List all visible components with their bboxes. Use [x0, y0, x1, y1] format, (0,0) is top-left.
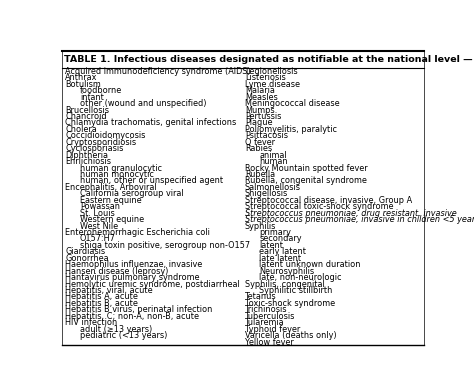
Text: Ehrlichiosis: Ehrlichiosis	[65, 157, 111, 166]
Text: Streptococcal disease, invasive, Group A: Streptococcal disease, invasive, Group A	[245, 196, 412, 205]
Text: Syphilis, congenital: Syphilis, congenital	[245, 279, 325, 289]
Text: infant: infant	[80, 93, 104, 102]
Text: late latent: late latent	[259, 254, 301, 263]
Text: Western equine: Western equine	[80, 215, 144, 224]
Text: Hantavirus pulmonary syndrome: Hantavirus pulmonary syndrome	[65, 273, 200, 282]
Text: Streptococcal toxic-shock syndrome: Streptococcal toxic-shock syndrome	[245, 202, 393, 211]
Text: Brucellosis: Brucellosis	[65, 105, 109, 114]
Text: Legionellosis: Legionellosis	[245, 67, 297, 76]
Text: Measles: Measles	[245, 93, 277, 102]
Text: animal: animal	[259, 151, 287, 160]
Text: Malaria: Malaria	[245, 86, 274, 95]
Text: shiga toxin positive, serogroup non-O157: shiga toxin positive, serogroup non-O157	[80, 241, 250, 250]
Text: California serogroup viral: California serogroup viral	[80, 189, 183, 198]
Text: Chlamydia trachomatis, genital infections: Chlamydia trachomatis, genital infection…	[65, 118, 237, 127]
Text: Hepatitis B virus, perinatal infection: Hepatitis B virus, perinatal infection	[65, 305, 212, 314]
Text: Cyclosporiasis: Cyclosporiasis	[65, 144, 124, 153]
Text: Tularemia: Tularemia	[245, 318, 284, 327]
Text: Diphtheria: Diphtheria	[65, 151, 108, 160]
Text: Hepatitis B, acute: Hepatitis B, acute	[65, 299, 138, 308]
Text: Acquired immunodeficiency syndrome (AIDS): Acquired immunodeficiency syndrome (AIDS…	[65, 67, 251, 76]
Text: Rocky Mountain spotted fever: Rocky Mountain spotted fever	[245, 163, 367, 172]
Text: pediatric (<13 years): pediatric (<13 years)	[80, 331, 167, 340]
Text: Salmonellosis: Salmonellosis	[245, 183, 301, 192]
Text: secondary: secondary	[259, 234, 302, 243]
Text: foodborne: foodborne	[80, 86, 122, 95]
Text: latent unknown duration: latent unknown duration	[259, 260, 361, 269]
Text: Rabies: Rabies	[245, 144, 272, 153]
Text: Hansen disease (leprosy): Hansen disease (leprosy)	[65, 267, 168, 276]
Text: West Nile: West Nile	[80, 221, 118, 230]
Text: Shigellosis: Shigellosis	[245, 189, 288, 198]
Text: TABLE 1. Infectious diseases designated as notifiable at the national level — Un: TABLE 1. Infectious diseases designated …	[64, 55, 474, 64]
Text: adult (≥13 years): adult (≥13 years)	[80, 325, 152, 334]
Text: St. Louis: St. Louis	[80, 209, 115, 218]
Text: Streptococcus pneumoniae, drug resistant, invasive: Streptococcus pneumoniae, drug resistant…	[245, 209, 456, 218]
Text: Syphilitic stillbirth: Syphilitic stillbirth	[259, 286, 333, 295]
Text: Meningococcal disease: Meningococcal disease	[245, 99, 339, 108]
Text: human: human	[259, 157, 288, 166]
Text: Hepatitis A, acute: Hepatitis A, acute	[65, 292, 138, 301]
Text: latent: latent	[259, 241, 283, 250]
Text: early latent: early latent	[259, 247, 307, 256]
Text: Hepatitis, C; non-A, non-B, acute: Hepatitis, C; non-A, non-B, acute	[65, 312, 199, 321]
Text: Powassan: Powassan	[80, 202, 120, 211]
Text: human granulocytic: human granulocytic	[80, 163, 162, 172]
Text: Coccidioidomycosis: Coccidioidomycosis	[65, 131, 146, 140]
Text: Cholera: Cholera	[65, 125, 97, 134]
Text: Botulism: Botulism	[65, 80, 101, 89]
Text: Tuberculosis: Tuberculosis	[245, 312, 295, 321]
Text: Q fever: Q fever	[245, 138, 275, 147]
Text: Enterohemorrhagic Escherichia coli: Enterohemorrhagic Escherichia coli	[65, 228, 210, 237]
Text: Syphilis: Syphilis	[245, 221, 276, 230]
Text: Cryptosporidiosis: Cryptosporidiosis	[65, 138, 136, 147]
Text: late, non-neurologic: late, non-neurologic	[259, 273, 342, 282]
Text: human monocytic: human monocytic	[80, 170, 154, 179]
Text: Eastern equine: Eastern equine	[80, 196, 141, 205]
Text: Hepatitis, viral, acute: Hepatitis, viral, acute	[65, 286, 153, 295]
Text: O157:H7: O157:H7	[80, 234, 116, 243]
Text: human, other or unspecified agent: human, other or unspecified agent	[80, 176, 223, 185]
Text: Varicella (deaths only): Varicella (deaths only)	[245, 331, 337, 340]
Text: Rubella: Rubella	[245, 170, 275, 179]
Text: Tetanus: Tetanus	[245, 292, 276, 301]
Text: Giardiasis: Giardiasis	[65, 247, 105, 256]
Text: Trichinosis: Trichinosis	[245, 305, 287, 314]
Text: Haemophilus influenzae, invasive: Haemophilus influenzae, invasive	[65, 260, 202, 269]
Text: Rubella, congenital syndrome: Rubella, congenital syndrome	[245, 176, 366, 185]
Text: Mumps: Mumps	[245, 105, 274, 114]
Text: primary: primary	[259, 228, 292, 237]
Text: Encephalitis, Arboviral: Encephalitis, Arboviral	[65, 183, 157, 192]
Text: Chancroid: Chancroid	[65, 112, 107, 121]
Text: Streptococcus pneumoniae, invasive in children <5 years: Streptococcus pneumoniae, invasive in ch…	[245, 215, 474, 224]
Text: Psittacosis: Psittacosis	[245, 131, 288, 140]
Text: Poliomyelitis, paralytic: Poliomyelitis, paralytic	[245, 125, 337, 134]
Text: other (wound and unspecified): other (wound and unspecified)	[80, 99, 206, 108]
Text: HIV infection: HIV infection	[65, 318, 118, 327]
Text: Yellow fever: Yellow fever	[245, 338, 293, 347]
Text: Gonorrhea: Gonorrhea	[65, 254, 109, 263]
Text: Pertussis: Pertussis	[245, 112, 281, 121]
Text: Toxic-shock syndrome: Toxic-shock syndrome	[245, 299, 335, 308]
Text: Hemolytic uremic syndrome, postdiarrheal: Hemolytic uremic syndrome, postdiarrheal	[65, 279, 240, 289]
Text: Lyme disease: Lyme disease	[245, 80, 300, 89]
Text: Neurosyphilis: Neurosyphilis	[259, 267, 315, 276]
Text: Listeriosis: Listeriosis	[245, 73, 285, 82]
Text: Anthrax: Anthrax	[65, 73, 98, 82]
Text: Typhoid fever: Typhoid fever	[245, 325, 300, 334]
Text: Plague: Plague	[245, 118, 272, 127]
